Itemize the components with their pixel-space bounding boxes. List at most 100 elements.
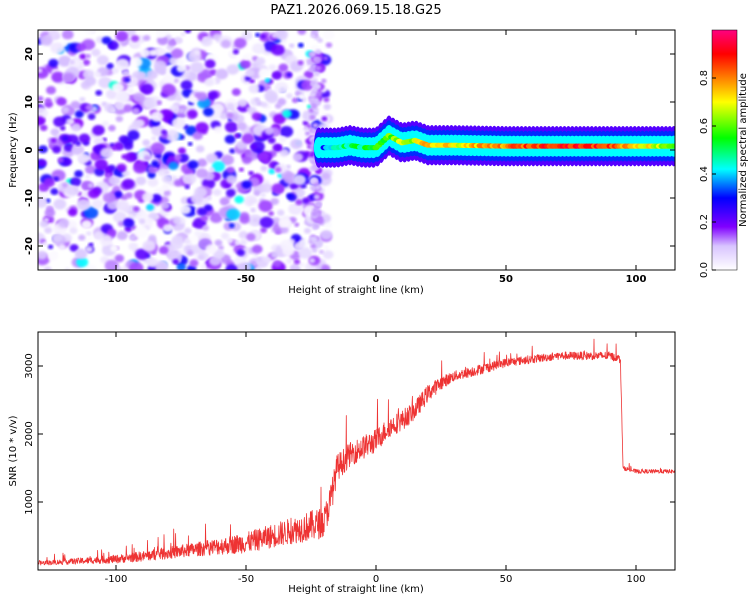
spectrogram-speckle — [300, 183, 307, 189]
spectrogram-speckle — [186, 250, 194, 256]
spectrogram-speckle — [258, 68, 271, 79]
spectrogram-speckle — [229, 148, 236, 154]
spectrogram-speckle — [111, 145, 117, 151]
spectrogram-speckle — [62, 72, 75, 83]
spectrogram-speckle — [323, 245, 329, 250]
spectrogram-speckle — [299, 262, 305, 267]
spectrogram-speckle — [225, 188, 236, 198]
spectrogram-speckle — [261, 183, 273, 193]
spectrogram-speckle — [50, 188, 59, 196]
spectrogram-speckle — [288, 203, 303, 216]
spectrogram-speckle — [172, 217, 181, 225]
spectrogram-speckle — [113, 101, 124, 110]
spectrogram-speckle — [125, 192, 133, 199]
spectrogram-speckle — [202, 225, 210, 231]
spectrogram-speckle — [38, 145, 48, 154]
spectrogram-speckle — [156, 35, 169, 46]
y-tick-label: 0 — [24, 146, 35, 153]
spectrogram-speckle — [272, 143, 283, 152]
spectrogram-speckle — [115, 58, 130, 71]
spectrogram-speckle — [264, 256, 271, 263]
spectrogram-speckle — [112, 211, 127, 224]
x-tick-label: -100 — [103, 274, 128, 285]
spectrogram-speckle — [260, 165, 268, 172]
spectrogram-speckle — [213, 125, 223, 134]
spectrogram-speckle — [220, 232, 230, 240]
spectrogram-speckle — [271, 71, 283, 80]
spectrogram-speckle — [298, 94, 305, 100]
spectrogram-speckle — [141, 192, 154, 203]
spectrogram-speckle — [232, 49, 240, 55]
spectrogram-speckles — [38, 30, 335, 270]
x-tick-label: 100 — [626, 274, 647, 285]
spectrogram-speckle — [86, 231, 92, 236]
spectrogram-speckle — [301, 197, 310, 204]
figure-title: PAZ1.2026.069.15.18.G25 — [270, 3, 441, 18]
spectrogram-speckle — [115, 30, 129, 42]
spectrogram-speckle — [98, 76, 112, 89]
spectrogram-ridge — [313, 115, 675, 168]
spectrogram-speckle — [297, 60, 304, 66]
spectrogram-speckle — [197, 158, 208, 168]
spectrogram-speckle — [227, 108, 233, 114]
spectrogram-speckle — [279, 148, 290, 157]
spectrogram-speckle — [324, 222, 333, 229]
colorbar-frame — [711, 29, 738, 271]
spectrogram-speckle — [313, 71, 320, 77]
spectrogram-speckle — [309, 51, 316, 57]
ridge-core — [671, 143, 675, 149]
spectrogram-speckle — [50, 128, 60, 136]
spectrogram-speckle — [303, 126, 310, 131]
colorbar-tick-label: 0.6 — [699, 118, 710, 134]
spectrogram-speckle — [88, 183, 94, 188]
x-tick-label: 50 — [499, 274, 513, 285]
spectrogram-speckle — [133, 206, 140, 212]
spectrogram-speckle — [63, 143, 74, 152]
spectrogram-speckle — [270, 44, 285, 56]
x-tick-label: -100 — [105, 574, 128, 585]
spectrogram-speckle — [69, 177, 82, 187]
spectrogram-speckle — [301, 80, 314, 91]
spectrogram-speckle — [61, 30, 74, 40]
spectrogram-speckle — [156, 30, 166, 39]
spectrogram-speckle — [104, 259, 119, 270]
spectrogram-speckle — [310, 185, 317, 191]
spectrogram-speckle — [76, 257, 89, 268]
spectrogram-speckle — [213, 249, 225, 259]
y-tick-label: 1000 — [24, 489, 35, 514]
spectrogram-speckle — [162, 189, 171, 197]
spectrogram-speckle — [315, 49, 322, 55]
spectrogram-speckle — [102, 192, 116, 203]
spectrogram-speckle — [142, 139, 151, 146]
spectrogram-speckle — [323, 56, 329, 61]
spectrogram-speckle — [180, 32, 186, 37]
spectrogram-speckle — [205, 244, 217, 254]
colorbar-gradient — [712, 30, 737, 270]
spectrogram-speckle — [47, 223, 54, 229]
spectrogram-speckle — [179, 205, 192, 215]
spectrogram-speckle — [51, 71, 65, 83]
spectrogram-speckle — [226, 174, 237, 184]
spectrogram-speckle — [274, 82, 289, 94]
spectrogram-speckle — [69, 244, 79, 252]
spectrogram-speckle — [268, 211, 275, 216]
spectrogram-speckle — [219, 197, 230, 206]
spectrogram-speckle — [157, 48, 167, 56]
spectrogram-speckle — [209, 167, 215, 172]
spectrogram-speckle — [322, 30, 335, 40]
spectrogram-speckle — [295, 199, 303, 206]
spectrogram-speckle — [38, 197, 48, 208]
spectrogram-speckle — [70, 100, 81, 109]
x-tick-label: 50 — [500, 574, 513, 585]
colorbar-ticks: 0.0 0.2 0.4 0.6 0.8 — [699, 70, 716, 278]
spectrogram-speckle — [38, 159, 47, 167]
spectrogram-speckle — [161, 83, 176, 96]
spectrogram-speckle — [104, 103, 116, 113]
spectrogram-speckle — [325, 42, 333, 48]
spectrogram-speckle — [148, 49, 157, 57]
spectrogram-speckle — [116, 230, 128, 241]
spectrogram-speckle — [323, 103, 332, 111]
spectrogram-speckle — [206, 196, 212, 201]
colorbar-tick-label: 0.8 — [699, 70, 710, 86]
spectrogram-speckle — [311, 177, 318, 183]
